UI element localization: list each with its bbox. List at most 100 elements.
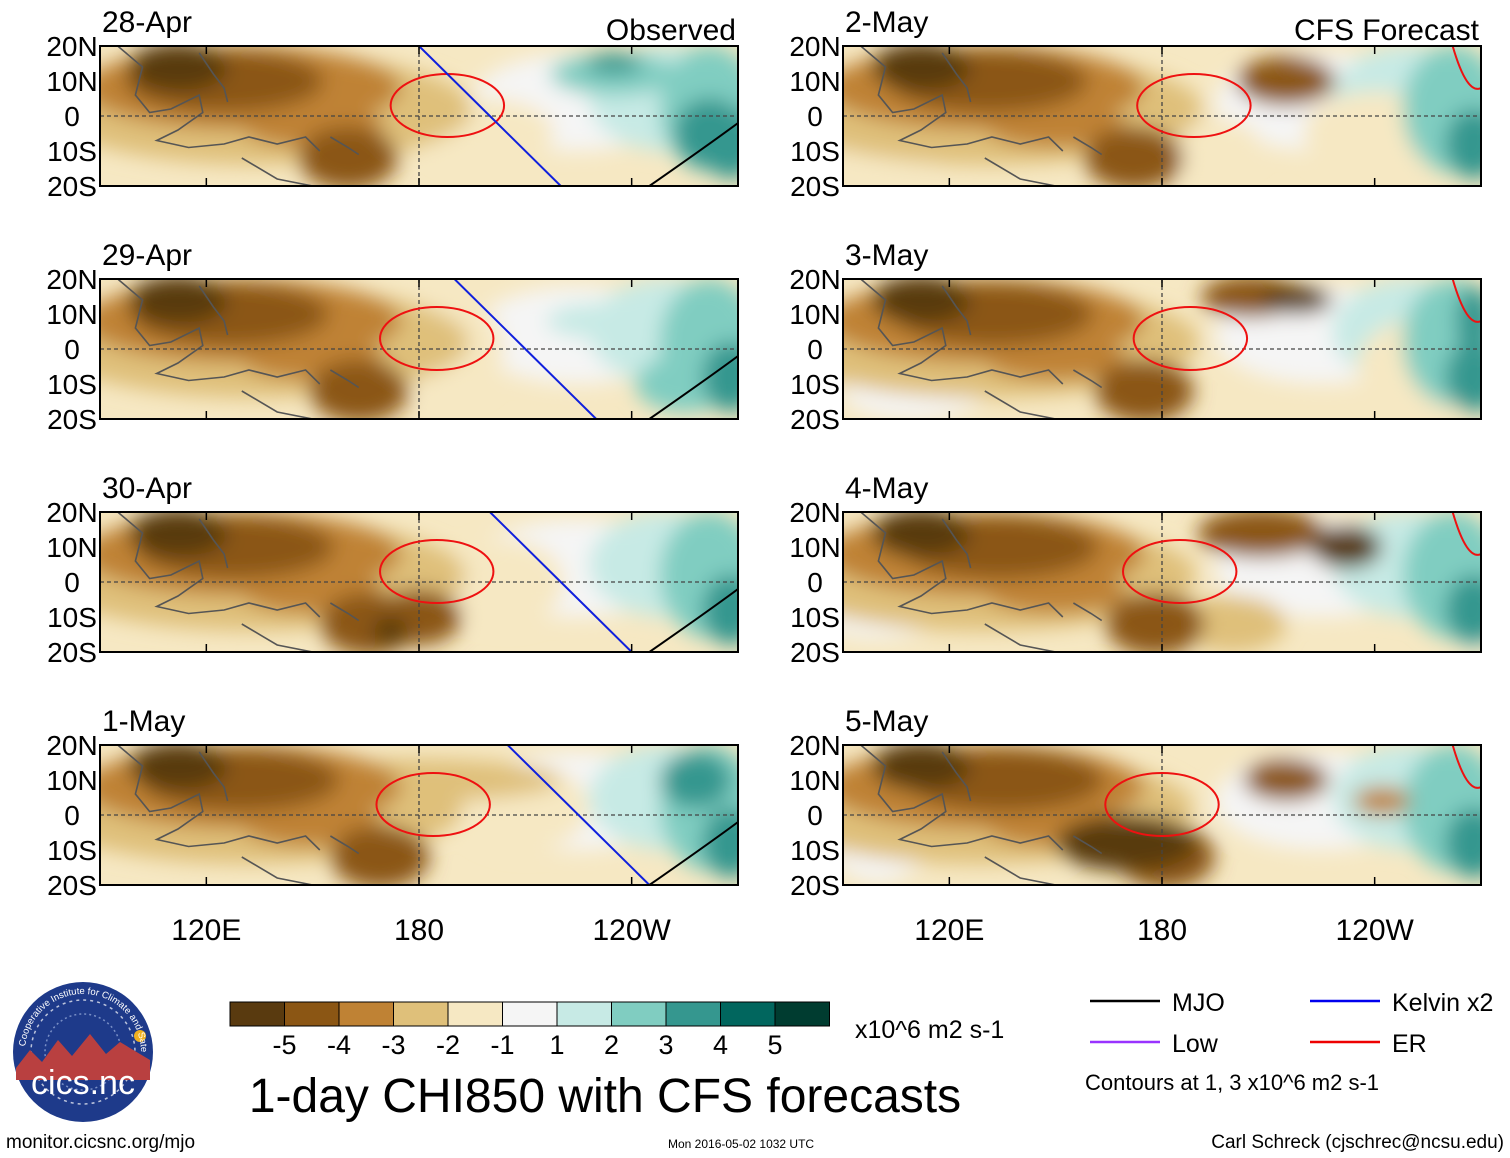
colorbar-cell (229, 1001, 285, 1027)
y-tick-label: 10S (790, 835, 840, 866)
panel-field (100, 512, 738, 652)
panel-header: Observed (606, 14, 736, 47)
shade-blob (660, 752, 731, 808)
panel-field (100, 46, 738, 186)
y-tick-label: 20S (47, 171, 97, 202)
panel-coastlines (117, 512, 360, 652)
coastline-1 (941, 52, 972, 103)
er-contour (1136, 73, 1252, 138)
contour-note: Contours at 1, 3 x10^6 m2 s-1 (1085, 1070, 1379, 1095)
footer-timestamp: Mon 2016-05-02 1032 UTC (668, 1137, 815, 1151)
shade-blob (1445, 575, 1481, 645)
y-tick-label: 0 (64, 567, 80, 598)
er-contour-east (1451, 745, 1481, 789)
mjo-contour (648, 821, 738, 885)
colorbar-cell (502, 1001, 558, 1027)
coastline-0 (860, 46, 1064, 152)
y-tick-label: 20S (47, 404, 97, 435)
panel-contours (375, 745, 738, 885)
colorbar-cell (393, 1001, 449, 1027)
er-contour (1132, 306, 1249, 371)
coastline-2 (984, 856, 1056, 885)
panel-contours (379, 279, 738, 419)
y-tick-label: 20S (790, 637, 840, 668)
x-tick-label: 180 (1137, 914, 1187, 947)
coastline-1 (198, 52, 229, 103)
panel-shading (843, 512, 1481, 652)
er-contour (1104, 772, 1220, 837)
y-tick-label: 0 (807, 567, 823, 598)
y-tick-label: 10N (789, 299, 840, 330)
panel-contours (379, 512, 738, 652)
shade-blob (1445, 109, 1481, 179)
y-tick-label: 10N (46, 765, 97, 796)
y-tick-label: 10N (789, 66, 840, 97)
coastline-3 (1072, 602, 1103, 622)
shade-blob (1105, 592, 1205, 652)
x-tick-label: 120W (592, 914, 671, 947)
coastline-0 (117, 46, 321, 152)
y-tick-label: 10S (47, 136, 97, 167)
shade-blob (674, 98, 738, 169)
y-tick-label: 10S (47, 602, 97, 633)
colorbar-cell (611, 1001, 667, 1027)
coastline-0 (117, 745, 321, 851)
y-tick-label: 20N (789, 31, 840, 62)
panel-shading (843, 745, 1481, 885)
er-contour-east (1451, 279, 1481, 323)
colorbar-label: -2 (436, 1030, 460, 1060)
coastline-1 (198, 518, 229, 569)
panel-contours (389, 46, 738, 186)
y-tick-label: 0 (807, 101, 823, 132)
shade-blob (1445, 342, 1481, 412)
coastline-3 (1072, 835, 1103, 855)
panel-28-apr: 28-Apr Observed 20N 10N 0 10S 20S (46, 6, 739, 202)
logo-text: cics.nc (31, 1064, 135, 1102)
shade-blob (1261, 286, 1333, 314)
colorbar-cell (284, 1001, 340, 1027)
shade-blob (1310, 526, 1382, 568)
y-tick-label: 10S (47, 835, 97, 866)
y-tick-label: 0 (64, 101, 80, 132)
panel-header: CFS Forecast (1294, 14, 1480, 47)
coastline-1 (198, 285, 229, 336)
panel-date-label: 4-May (845, 472, 928, 505)
panels-group: 28-Apr Observed20N10N010S20S29-Apr20N10N0… (46, 6, 1482, 947)
mjo-contour (648, 588, 738, 652)
chart-title: 1-day CHI850 with CFS forecasts (249, 1070, 961, 1123)
footer-author: Carl Schreck (cjschrec@ncsu.edu) (1211, 1132, 1504, 1153)
legend-label: Kelvin x2 (1392, 989, 1493, 1017)
x-tick-label: 120E (914, 914, 984, 947)
panel-date-label: 3-May (845, 239, 928, 272)
colorbar-cell (447, 1001, 503, 1027)
y-tick-label: 10N (46, 532, 97, 563)
panel-date-label: 5-May (845, 705, 928, 738)
colorbar-label: 2 (604, 1030, 619, 1060)
shade-blob (1084, 126, 1184, 186)
y-tick-label: 20S (790, 171, 840, 202)
coastline-3 (329, 136, 360, 156)
y-tick-label: 0 (64, 800, 80, 831)
er-contour (375, 772, 491, 837)
y-tick-label: 0 (64, 334, 80, 365)
colorbar-label: 5 (767, 1030, 782, 1060)
colorbar: -5 -4 -3 -2 -1 1 2 3 4 5 x10^6 m2 s-1 1-day CHI850 … (229, 1001, 1004, 1123)
y-tick-label: 0 (807, 334, 823, 365)
panel-date-label: 30-Apr (102, 472, 192, 505)
coastline-3 (1072, 369, 1103, 389)
panel-shading (843, 46, 1481, 186)
shade-blob (546, 303, 646, 339)
panel-contours (1132, 279, 1481, 371)
panel-contours (1122, 512, 1481, 604)
shade-blob (1243, 759, 1329, 801)
shade-blob (1197, 512, 1326, 558)
panel-coastlines (117, 279, 360, 419)
coastline-3 (329, 835, 360, 855)
y-tick-label: 20N (789, 730, 840, 761)
colorbar-label: -5 (272, 1030, 296, 1060)
shade-blob (1445, 808, 1481, 878)
mjo-contour (648, 355, 738, 419)
colorbar-label: 3 (658, 1030, 673, 1060)
